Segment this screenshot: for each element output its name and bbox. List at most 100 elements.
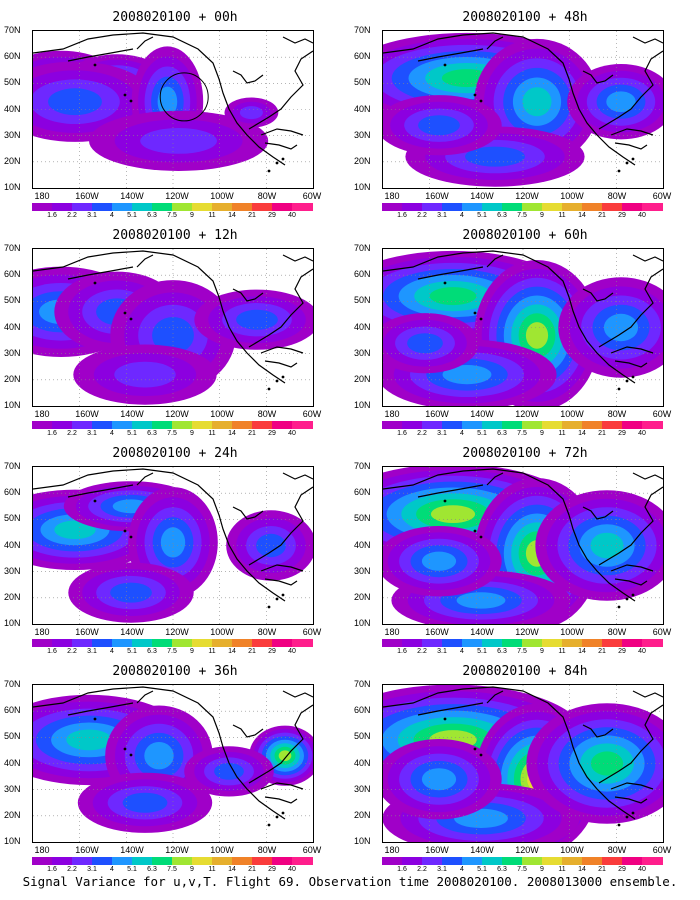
colorbar-swatch <box>382 203 403 211</box>
map-canvas <box>383 31 663 188</box>
map-plot-area <box>32 466 314 625</box>
colorbar-label: 7.5 <box>517 212 527 219</box>
coastline-outline <box>383 32 636 166</box>
island-dot <box>267 387 271 391</box>
map-panel-60h: 2008020100 + 60h 10N 20N 30N 40N 50N 60N 70N 180… <box>350 218 700 437</box>
panel-title: 2008020100 + 12h <box>112 228 238 243</box>
colorbar-swatch <box>582 203 603 211</box>
field-contour <box>114 361 176 388</box>
island-dot <box>443 499 447 503</box>
colorbar-swatch <box>72 203 93 211</box>
colorbar-label: 9 <box>190 212 194 219</box>
panel-title: 2008020100 + 36h <box>112 664 238 679</box>
colorbar-swatch <box>462 203 483 211</box>
y-tick-label: 10N <box>354 182 371 192</box>
colorbar-swatch <box>542 203 563 211</box>
colorbar-label: 3.1 <box>87 212 97 219</box>
y-tick-label: 20N <box>4 373 21 384</box>
colorbar-label: 9 <box>540 212 544 219</box>
island-dot <box>617 605 621 609</box>
coastline-outline <box>632 472 663 480</box>
field-contour <box>421 768 457 791</box>
coastline-outline <box>632 254 663 262</box>
x-tick-label: 100W <box>560 409 584 419</box>
colorbar-swatch <box>112 857 133 865</box>
colorbar-swatch <box>402 857 423 865</box>
map-panel-48h: 2008020100 + 48h 10N 20N 30N 40N 50N 60N 70N 180… <box>350 0 700 219</box>
colorbar-label: 1.6 <box>47 430 57 437</box>
x-tick-label: 100W <box>210 409 234 419</box>
colorbar-swatch <box>232 639 253 647</box>
colorbar-label: 6.3 <box>497 866 507 873</box>
colorbar-swatch <box>132 857 153 865</box>
colorbar-label: 11 <box>208 430 216 437</box>
coastline-outline <box>632 36 663 44</box>
colorbar-label: 29 <box>618 648 626 655</box>
colorbar-swatch <box>562 421 583 429</box>
colorbar-label: 2.2 <box>67 430 77 437</box>
coastline-outline <box>598 50 663 130</box>
y-tick-label: 10N <box>354 618 371 628</box>
coastline-outline <box>383 250 636 384</box>
coastline-outline <box>67 484 134 498</box>
colorbar-swatch <box>52 203 73 211</box>
x-tick-label: 60W <box>652 845 672 855</box>
map-canvas <box>33 685 313 842</box>
y-tick-label: 60N <box>354 269 371 280</box>
x-tick-label: 160W <box>425 845 449 855</box>
x-tick-label: 120W <box>515 409 539 419</box>
x-tick-label: 80W <box>257 191 277 201</box>
y-tick-label: 10N <box>4 618 21 628</box>
colorbar-label: 40 <box>288 430 296 437</box>
map-panel-24h: 2008020100 + 24h 10N 20N 30N 40N 50N 60N 70N 180… <box>0 436 350 655</box>
x-tick-label: 140W <box>470 627 494 637</box>
field-contour <box>66 729 112 751</box>
colorbar-label: 1.6 <box>397 648 407 655</box>
colorbar-swatch <box>152 421 173 429</box>
coastline-outline <box>486 254 504 268</box>
coastline-outline <box>232 724 264 738</box>
map-panel-84h: 2008020100 + 84h 10N 20N 30N 40N 50N 60N 70N 180… <box>350 654 700 873</box>
x-tick-label: 80W <box>607 627 627 637</box>
coastline-outline <box>614 360 648 368</box>
coastline-outline <box>582 288 614 302</box>
island-dot <box>625 597 629 601</box>
colorbar-swatch <box>32 203 53 211</box>
y-tick-label: 40N <box>4 321 21 332</box>
island-dot <box>443 63 447 67</box>
colorbar-label: 9 <box>540 648 544 655</box>
colorbar-label: 4 <box>460 866 464 873</box>
y-tick-label: 70N <box>4 25 21 35</box>
colorbar-label: 14 <box>228 212 236 219</box>
colorbar-swatch <box>272 203 293 211</box>
colorbar-swatch <box>152 639 173 647</box>
field-contour <box>465 146 525 167</box>
y-tick-label: 50N <box>354 513 371 524</box>
colorbar-swatch <box>522 639 543 647</box>
y-tick-label: 40N <box>4 103 21 114</box>
colorbar-swatch <box>642 857 663 865</box>
y-tick-label: 40N <box>354 103 371 114</box>
colorbar-label: 29 <box>618 430 626 437</box>
colorbar-swatch <box>602 421 623 429</box>
colorbar-swatch <box>422 203 443 211</box>
coastline-outline <box>33 686 286 820</box>
colorbar-swatch <box>482 203 503 211</box>
colorbar-label: 3.1 <box>87 866 97 873</box>
colorbar-label: 29 <box>268 648 276 655</box>
colorbar-label: 4 <box>460 648 464 655</box>
colorbar-swatch <box>462 857 483 865</box>
coastline-outline <box>67 266 134 280</box>
x-tick-label: 60W <box>302 627 322 637</box>
field-contour <box>239 106 263 120</box>
colorbar-label: 11 <box>208 212 216 219</box>
colorbar-swatch <box>292 857 313 865</box>
panel-title: 2008020100 + 48h <box>462 10 588 25</box>
colorbar-swatch <box>622 203 643 211</box>
y-tick-label: 70N <box>354 679 371 689</box>
y-tick-label: 40N <box>354 539 371 550</box>
y-tick-label: 50N <box>4 731 21 742</box>
y-tick-label: 50N <box>354 77 371 88</box>
colorbar-swatch <box>582 421 603 429</box>
x-tick-label: 60W <box>302 191 322 201</box>
